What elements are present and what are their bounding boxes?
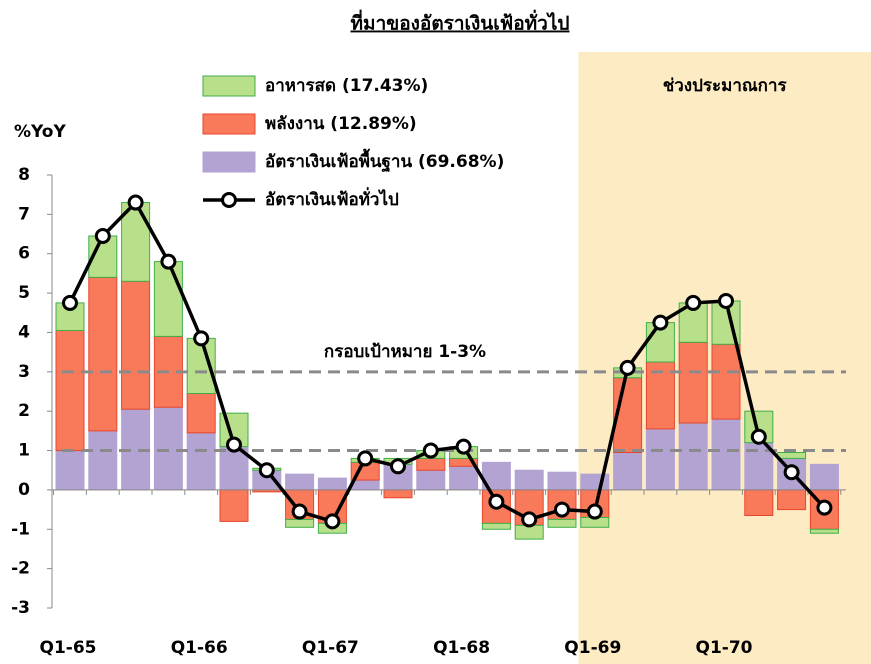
y-tick-label: 3 — [18, 362, 30, 382]
headline-point — [94, 228, 111, 245]
y-tick-label: 8 — [18, 165, 30, 185]
target-label: กรอบเป้าหมาย 1-3% — [324, 342, 486, 362]
y-tick-label: 1 — [18, 441, 30, 461]
headline-point — [422, 442, 439, 459]
x-tick-label: Q1-69 — [564, 638, 621, 658]
headline-point — [554, 501, 570, 518]
headline-point — [685, 294, 702, 311]
x-tick-label: Q1-68 — [433, 638, 490, 658]
bar — [153, 406, 183, 491]
headline-point — [718, 292, 734, 309]
headline-point — [652, 314, 669, 331]
bar — [645, 428, 675, 491]
headline-point — [619, 359, 636, 376]
x-tick-label: Q1-67 — [302, 638, 359, 658]
bar — [88, 276, 118, 432]
bar — [219, 489, 249, 522]
y-tick-label: 6 — [18, 244, 30, 264]
bar — [121, 280, 151, 410]
bar — [285, 473, 315, 491]
x-tick-label: Q1-66 — [171, 638, 228, 658]
bar — [777, 452, 807, 459]
headline-point — [488, 493, 505, 510]
bar — [449, 465, 479, 491]
legend-label: อัตราเงินเฟ้อพื้นฐาน (69.68%) — [265, 148, 504, 173]
headline-point — [455, 438, 472, 455]
bar — [514, 469, 544, 491]
forecast-label: ช่วงประมาณการ — [663, 76, 788, 96]
bar — [285, 518, 315, 528]
headline-point — [127, 194, 144, 211]
x-tick-label: Q1-65 — [40, 638, 97, 658]
bar — [416, 457, 446, 471]
chart-title: ที่มาของอัตราเงินเฟ้อทั่วไป — [351, 10, 570, 35]
headline-point — [783, 464, 800, 481]
bar — [481, 522, 511, 530]
bar — [809, 528, 839, 534]
legend-marker — [221, 192, 237, 208]
headline-point — [62, 294, 78, 311]
headline-point — [291, 503, 308, 520]
bar — [186, 392, 216, 434]
headline-point — [390, 458, 406, 475]
bar — [55, 302, 85, 331]
bar — [186, 432, 216, 491]
legend-label: พลังงาน (12.89%) — [265, 114, 417, 134]
headline-point — [324, 513, 341, 530]
bar — [416, 469, 446, 491]
bar — [744, 489, 774, 516]
bar — [678, 422, 708, 491]
headline-point — [521, 511, 538, 528]
bar — [580, 473, 610, 491]
bar — [383, 489, 413, 499]
x-tick-label: Q1-70 — [696, 638, 753, 658]
bar — [350, 479, 380, 491]
bar — [809, 463, 839, 491]
y-tick-label: -1 — [11, 519, 30, 539]
legend-label: อาหารสด (17.43%) — [265, 76, 428, 96]
bar — [153, 261, 183, 337]
bar — [121, 202, 151, 282]
bar — [88, 430, 118, 491]
bar — [317, 477, 347, 491]
headline-point — [193, 330, 210, 347]
bar — [711, 343, 741, 420]
bar — [547, 471, 577, 491]
headline-point — [226, 436, 242, 453]
y-tick-label: 7 — [18, 204, 30, 224]
headline-point — [750, 428, 767, 445]
bar — [55, 329, 85, 452]
bar — [711, 418, 741, 491]
headline-point — [816, 499, 833, 516]
headline-point — [586, 503, 603, 520]
legend-swatch — [202, 75, 256, 97]
headline-point — [258, 462, 275, 479]
bar — [55, 450, 85, 491]
bar — [613, 452, 643, 491]
headline-point — [160, 253, 177, 270]
headline-point — [357, 450, 374, 467]
legend-swatch — [202, 151, 256, 173]
bar — [678, 341, 708, 424]
y-tick-label: 4 — [18, 322, 30, 342]
y-tick-label: 5 — [18, 283, 30, 303]
legend-swatch — [202, 113, 256, 135]
legend-label: อัตราเงินเฟ้อทั่วไป — [265, 187, 399, 210]
bar — [547, 518, 577, 528]
bar — [744, 410, 774, 444]
y-tick-label: 2 — [18, 401, 30, 421]
y-tick-label: 0 — [18, 480, 30, 500]
bar — [777, 489, 807, 511]
y-tick-label: -3 — [11, 598, 30, 618]
y-tick-label: -2 — [11, 559, 30, 579]
y-axis-label: %YoY — [14, 122, 66, 142]
